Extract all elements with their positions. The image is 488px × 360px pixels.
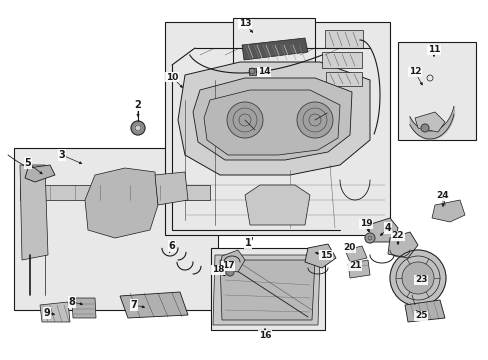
Text: 3: 3 <box>59 150 65 160</box>
Polygon shape <box>431 200 464 222</box>
Bar <box>14 148 218 310</box>
Text: 12: 12 <box>408 68 420 77</box>
Polygon shape <box>213 255 319 325</box>
Text: 10: 10 <box>165 72 178 81</box>
Circle shape <box>364 233 374 243</box>
Polygon shape <box>203 90 339 155</box>
Circle shape <box>389 250 445 306</box>
Circle shape <box>296 102 332 138</box>
Circle shape <box>401 262 433 294</box>
Circle shape <box>135 125 141 131</box>
Polygon shape <box>345 246 366 262</box>
Circle shape <box>131 121 145 135</box>
Polygon shape <box>85 168 158 238</box>
Text: 8: 8 <box>68 297 75 307</box>
Bar <box>397 42 475 140</box>
Polygon shape <box>404 300 444 322</box>
Bar <box>164 22 389 235</box>
Text: 11: 11 <box>427 45 439 54</box>
Text: 22: 22 <box>391 231 404 240</box>
Text: 4: 4 <box>384 223 390 233</box>
Circle shape <box>226 102 263 138</box>
Polygon shape <box>347 260 369 278</box>
Polygon shape <box>72 298 96 318</box>
Text: 14: 14 <box>257 68 270 77</box>
Polygon shape <box>248 68 256 75</box>
Text: 7: 7 <box>130 300 137 310</box>
Text: 21: 21 <box>348 261 361 270</box>
Polygon shape <box>120 292 187 318</box>
Bar <box>232 18 314 100</box>
Circle shape <box>225 268 234 276</box>
Text: 25: 25 <box>414 311 427 320</box>
Text: 5: 5 <box>24 158 31 168</box>
Text: 13: 13 <box>238 19 251 28</box>
Polygon shape <box>40 302 70 322</box>
Polygon shape <box>193 78 351 160</box>
Text: 23: 23 <box>414 275 427 284</box>
Polygon shape <box>325 72 361 86</box>
Text: 20: 20 <box>342 243 354 252</box>
Polygon shape <box>20 185 209 200</box>
Polygon shape <box>367 218 397 242</box>
Text: 6: 6 <box>168 241 175 251</box>
Polygon shape <box>220 260 314 320</box>
Text: 15: 15 <box>319 251 331 260</box>
Polygon shape <box>25 165 55 182</box>
Text: 2: 2 <box>134 100 141 110</box>
Text: 24: 24 <box>436 192 448 201</box>
Text: 16: 16 <box>258 330 271 339</box>
Polygon shape <box>414 112 444 132</box>
Text: 18: 18 <box>211 266 224 274</box>
Polygon shape <box>178 62 369 175</box>
Text: 9: 9 <box>43 308 50 318</box>
Text: 1: 1 <box>244 238 251 248</box>
Polygon shape <box>387 232 417 258</box>
Text: 17: 17 <box>221 261 234 270</box>
Polygon shape <box>305 244 335 268</box>
Polygon shape <box>325 30 362 48</box>
Polygon shape <box>242 38 307 60</box>
Polygon shape <box>155 172 187 205</box>
Text: 19: 19 <box>359 220 371 229</box>
Polygon shape <box>220 250 244 272</box>
Polygon shape <box>321 52 361 68</box>
Polygon shape <box>20 165 48 260</box>
Bar <box>210 248 325 330</box>
Polygon shape <box>244 185 309 225</box>
Circle shape <box>420 124 428 132</box>
